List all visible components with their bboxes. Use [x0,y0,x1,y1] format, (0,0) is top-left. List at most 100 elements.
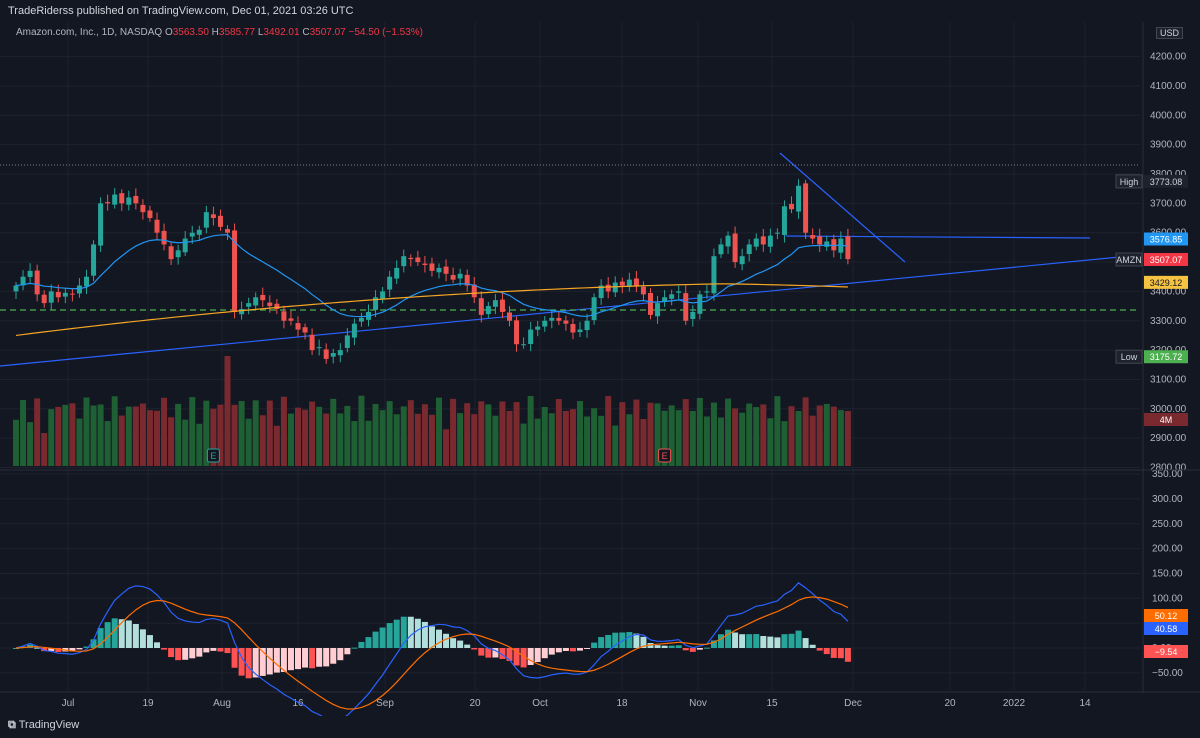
candle-body [429,263,435,271]
macd-histogram-bar [161,648,168,650]
macd-histogram-bar [139,629,146,648]
volume-bar [774,396,781,466]
open-label: O [164,27,173,38]
volume-bar [69,403,76,466]
price-tick-label: 4100.00 [1150,81,1187,92]
volume-bar [703,416,710,466]
macd-value-label: −9.54 [1155,647,1178,657]
macd-histogram-bar [436,629,442,648]
macd-histogram-bar [259,648,266,676]
price-label-tag [1115,174,1143,189]
candle-body [295,323,301,330]
candle-body [69,293,75,295]
volume-bar [76,418,83,466]
candle-body [485,306,491,315]
macd-histogram-bar [450,638,457,648]
macd-histogram-bar [443,633,450,648]
volume-bar [598,415,605,466]
volume-bar [464,403,471,466]
price-label-value: 4M [1160,415,1173,425]
earnings-marker [658,448,672,463]
candle-body [690,311,696,319]
macd-histogram-bar [337,648,344,661]
volume-bar [83,397,90,466]
candle-body [824,241,830,247]
macd-histogram-bar [414,618,421,648]
candle-body [492,300,498,307]
price-label-box [1144,174,1188,188]
candle-body [767,235,773,247]
macd-histogram-bar [386,623,393,648]
macd-histogram-bar [83,646,90,648]
volume-bar [330,398,337,466]
volume-bar [584,416,591,466]
candle-body [133,195,139,204]
macd-histogram-bar [562,648,569,651]
macd-histogram-bar [154,642,160,648]
macd-histogram-bar [295,648,301,670]
volume-bar [309,401,316,466]
macd-value-label: 40.58 [1155,624,1178,634]
volume-bar [788,406,795,466]
volume-bar [62,404,69,466]
macd-histogram-bar [118,619,125,648]
candle-body [380,291,386,300]
volume-bar [718,417,724,466]
volume-bar [591,408,598,466]
volume-bar [132,406,139,466]
candle-body [577,329,583,333]
candle-body [422,263,428,265]
volume-bar [830,406,837,466]
macd-histogram-bar [605,634,612,648]
volume-bar [175,403,182,466]
candle-body [105,202,111,204]
volume-bar [746,403,753,466]
volume-bar [302,409,309,466]
volume-bar [739,412,746,466]
candle-body [584,320,590,331]
macd-histogram-bar [421,621,428,648]
currency-label[interactable]: USD [1156,27,1184,39]
volume-bar [534,418,541,466]
volume-bar [41,433,48,466]
candle-body [253,297,259,306]
candle-body [91,244,97,276]
volume-bar [196,423,203,466]
volume-bar [104,421,111,466]
volume-bar [513,402,520,466]
candle-body [633,278,639,286]
macd-tick-label: 250.00 [1152,519,1183,530]
time-tick-label: Oct [532,698,548,709]
volume-bar [20,399,27,466]
volume-bar [365,420,372,466]
candle-body [471,284,477,298]
volume-bar [541,406,548,466]
macd-histogram-bar [541,648,548,659]
open-value: 3563.50 [172,27,209,38]
macd-histogram-bar [591,642,598,648]
volume-bar [146,410,153,466]
volume-bar [837,410,844,466]
volume-bar [111,396,118,466]
volume-bar [231,404,238,466]
volume-bar [605,396,612,466]
macd-tick-label: −50.00 [1152,668,1183,679]
macd-histogram-bar [55,648,62,652]
macd-histogram-bar [203,648,210,653]
volume-bar [414,413,421,466]
macd-histogram-bar [132,624,139,648]
volume-bar [379,410,386,466]
macd-histogram-bar [97,628,104,648]
volume-bar [210,408,217,466]
chart-area[interactable]: 2800.002900.003000.003100.003200.003300.… [0,22,1200,716]
candle-body [640,286,646,295]
close-value: 3507.07 [309,27,346,38]
candle-body [161,230,167,245]
candle-body [48,291,54,303]
price-label-tag [1115,349,1143,364]
candle-body [182,238,188,253]
macd-histogram-bar [238,648,245,676]
candle-body [408,257,414,260]
volume-bar [562,410,569,466]
volume-bar [358,395,365,466]
